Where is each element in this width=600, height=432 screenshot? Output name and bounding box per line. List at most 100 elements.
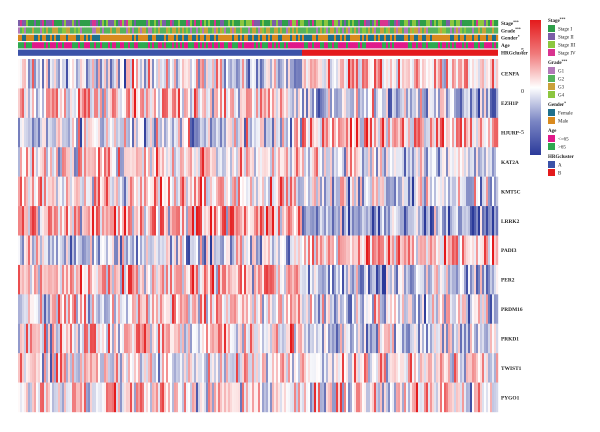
heat-cell bbox=[382, 264, 385, 295]
heat-cell bbox=[90, 147, 93, 177]
heat-cell bbox=[496, 264, 499, 295]
heat-cell bbox=[178, 294, 181, 324]
annotation-cell-age bbox=[300, 42, 303, 49]
heat-cell bbox=[106, 147, 109, 177]
heat-cell bbox=[346, 59, 349, 89]
annotation-cell-gender bbox=[442, 34, 445, 41]
heat-cell bbox=[192, 294, 195, 324]
heat-cell bbox=[26, 59, 29, 89]
heat-cell bbox=[492, 88, 495, 119]
heat-cell bbox=[206, 206, 209, 236]
heat-cell bbox=[284, 235, 287, 266]
gene-label-twist1: TWIST1 bbox=[501, 366, 522, 372]
heat-cell bbox=[32, 147, 35, 177]
heat-cell bbox=[376, 88, 379, 119]
annotation-cell-age bbox=[118, 42, 121, 49]
annotation-cell-grade bbox=[414, 27, 417, 34]
heat-cell bbox=[424, 264, 427, 295]
annotation-cell-gender bbox=[450, 34, 453, 41]
heat-cell bbox=[76, 117, 79, 148]
heat-cell bbox=[110, 382, 113, 413]
heat-cell bbox=[438, 117, 441, 148]
annotation-cell-age bbox=[444, 42, 447, 49]
annotation-cell-gender bbox=[394, 34, 397, 41]
heat-cell bbox=[268, 59, 271, 89]
heat-cell bbox=[192, 117, 195, 148]
annotation-cell-gender bbox=[206, 34, 209, 41]
heat-cell bbox=[394, 59, 397, 89]
heat-cell bbox=[310, 206, 313, 236]
heat-cell bbox=[416, 117, 419, 148]
annotation-cell-gender bbox=[296, 34, 299, 41]
heat-cell bbox=[204, 323, 207, 354]
heat-cell bbox=[360, 176, 363, 207]
heat-cell bbox=[266, 117, 269, 148]
heat-cell bbox=[120, 206, 123, 236]
heat-cell bbox=[196, 147, 199, 177]
heat-cell bbox=[316, 235, 319, 266]
heat-cell bbox=[418, 59, 421, 89]
heat-cell bbox=[86, 323, 89, 354]
heat-cell bbox=[358, 235, 361, 266]
heat-cell bbox=[180, 294, 183, 324]
heat-cell bbox=[306, 323, 309, 354]
heat-cell bbox=[206, 176, 209, 207]
heat-cell bbox=[196, 235, 199, 266]
heat-cell bbox=[494, 264, 497, 295]
heat-cell bbox=[46, 353, 49, 383]
heat-cell bbox=[328, 117, 331, 148]
heat-cell bbox=[154, 382, 157, 413]
heat-cell bbox=[192, 206, 195, 236]
annotation-cell-grade bbox=[482, 27, 485, 34]
heat-cell bbox=[288, 264, 291, 295]
heat-cell bbox=[228, 59, 231, 89]
heat-cell bbox=[490, 264, 493, 295]
heat-cell bbox=[214, 264, 217, 295]
heat-cell bbox=[22, 323, 25, 354]
heat-cell bbox=[52, 176, 55, 207]
heat-cell bbox=[278, 147, 281, 177]
heat-cell bbox=[356, 323, 359, 354]
annotation-cell-gender bbox=[220, 34, 223, 41]
heat-cell bbox=[88, 206, 91, 236]
heat-cell bbox=[232, 323, 235, 354]
annotation-cell-grade bbox=[398, 27, 401, 34]
heat-cell bbox=[430, 176, 433, 207]
heat-cell bbox=[226, 147, 229, 177]
annotation-cell-gender bbox=[284, 34, 287, 41]
heat-cell bbox=[238, 88, 241, 119]
annotation-cell-age bbox=[44, 42, 47, 49]
heat-cell bbox=[354, 117, 357, 148]
heat-cell bbox=[84, 323, 87, 354]
annotation-cell-stage bbox=[128, 20, 131, 27]
heat-cell bbox=[452, 294, 455, 324]
heat-cell bbox=[354, 264, 357, 295]
heat-cell bbox=[340, 264, 343, 295]
heat-cell bbox=[42, 294, 45, 324]
heat-cell bbox=[330, 353, 333, 383]
heat-cell bbox=[326, 353, 329, 383]
heat-cell bbox=[136, 176, 139, 207]
heat-cell bbox=[252, 294, 255, 324]
annotation-cell-age bbox=[338, 42, 341, 49]
heat-cell bbox=[342, 117, 345, 148]
heat-cell bbox=[174, 206, 177, 236]
heat-cell bbox=[368, 59, 371, 89]
heat-cell bbox=[384, 323, 387, 354]
heat-cell bbox=[54, 88, 57, 119]
heat-cell bbox=[32, 59, 35, 89]
annotation-cell-grade bbox=[458, 27, 461, 34]
heat-cell bbox=[140, 235, 143, 266]
heat-cell bbox=[160, 176, 163, 207]
annotation-cell-gender bbox=[404, 34, 407, 41]
heat-cell bbox=[22, 382, 25, 413]
heat-cell bbox=[226, 353, 229, 383]
heat-cell bbox=[312, 88, 315, 119]
heat-cell bbox=[336, 88, 339, 119]
heat-cell bbox=[46, 59, 49, 89]
heat-cell bbox=[182, 264, 185, 295]
heat-cell bbox=[188, 235, 191, 266]
heat-cell bbox=[136, 353, 139, 383]
heat-cell bbox=[382, 294, 385, 324]
heat-cell bbox=[142, 323, 145, 354]
